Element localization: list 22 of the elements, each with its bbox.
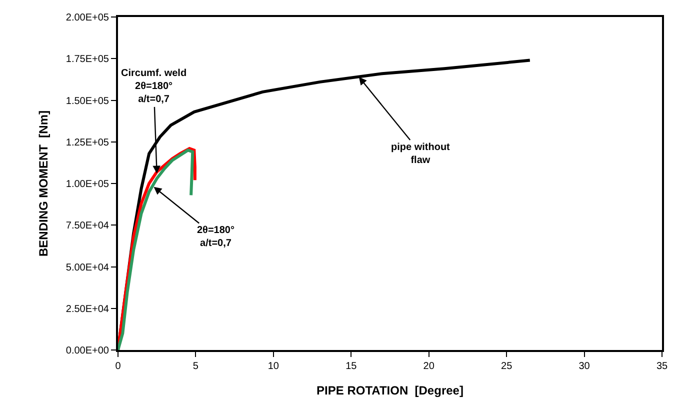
y-tick-label: 0.00E+00 xyxy=(66,346,110,356)
x-axis-title: PIPE ROTATION [Degree] xyxy=(316,383,464,398)
x-tick-label: 5 xyxy=(192,361,199,372)
y-tick-label: 1.50E+05 xyxy=(66,96,110,107)
x-tick-label: 15 xyxy=(346,361,358,372)
y-tick-label: 1.00E+05 xyxy=(66,179,110,190)
y-tick-label: 7.50E+04 xyxy=(66,220,110,232)
y-tick-label: 1.25E+05 xyxy=(66,137,110,148)
annotation: 2θ=180° a/t=0,7 xyxy=(197,225,234,249)
x-tick-label: 35 xyxy=(656,361,668,372)
x-tick-label: 20 xyxy=(423,361,435,372)
x-tick-label: 25 xyxy=(501,361,513,372)
y-tick-label: 1.75E+05 xyxy=(66,54,110,66)
annotation: pipe without flaw xyxy=(391,142,451,166)
y-tick-label: 5.00E+04 xyxy=(66,262,110,274)
annotation: Circumf. weld 2θ=180° a/t=0,7 xyxy=(121,68,187,105)
x-tick-label: 10 xyxy=(268,361,280,372)
y-tick-label: 2.00E+05 xyxy=(66,12,110,24)
y-axis-title: BENDING MOMENT [Nm] xyxy=(36,110,51,256)
y-tick-label: 2.50E+04 xyxy=(66,304,110,315)
x-tick-label: 0 xyxy=(115,361,122,372)
x-tick-label: 30 xyxy=(578,361,590,372)
